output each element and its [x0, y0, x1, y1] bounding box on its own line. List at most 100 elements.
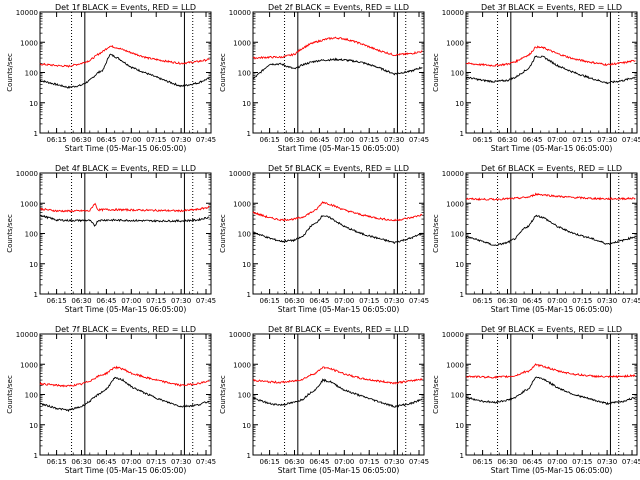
panel-det-3: Det 3f BLACK = Events, RED = LLD 1 10 100 10…: [432, 3, 640, 153]
xtick-label: 06:15: [473, 297, 493, 305]
xtick-label: 06:30: [497, 136, 517, 144]
panel-title: Det 9f BLACK = Events, RED = LLD: [481, 325, 622, 334]
xtick-label: 06:45: [309, 458, 329, 466]
ytick-label: 10000: [16, 170, 38, 178]
xtick-label: 07:30: [597, 136, 617, 144]
y-axis-label: Counts/sec: [219, 375, 227, 414]
ytick-label: 100: [451, 392, 464, 400]
ytick-label: 100: [451, 70, 464, 78]
xtick-label: 07:00: [547, 136, 567, 144]
xtick-label: 07:00: [121, 297, 141, 305]
xtick-label: 07:45: [622, 458, 640, 466]
ytick-label: 100: [451, 231, 464, 239]
xtick-label: 07:15: [572, 297, 592, 305]
series-line-lld: [39, 365, 210, 388]
series-line-events: [465, 376, 636, 406]
ytick-label: 1: [460, 291, 464, 299]
series-line-lld: [465, 45, 636, 67]
panel-det-1: Det 1f BLACK = Events, RED = LLD 1 10 100 10…: [6, 3, 216, 153]
xtick-label: 07:00: [334, 136, 354, 144]
ytick-label: 1: [460, 452, 464, 460]
series-line-lld: [465, 363, 636, 379]
xtick-label: 07:15: [572, 136, 592, 144]
panel-title: Det 4f BLACK = Events, RED = LLD: [55, 164, 196, 173]
xtick-label: 06:15: [473, 458, 493, 466]
plot-frame: [465, 333, 638, 456]
panel-title: Det 7f BLACK = Events, RED = LLD: [55, 325, 196, 334]
xtick-label: 07:45: [409, 297, 429, 305]
xtick-label: 07:00: [547, 458, 567, 466]
xtick-label: 06:30: [284, 136, 304, 144]
ytick-label: 1000: [446, 361, 464, 369]
xtick-label: 06:15: [47, 136, 67, 144]
xtick-label: 06:15: [473, 136, 493, 144]
xtick-label: 06:30: [71, 136, 91, 144]
xtick-label: 06:15: [260, 458, 280, 466]
xtick-label: 06:45: [309, 297, 329, 305]
plot-frame: [252, 172, 425, 295]
ytick-label: 1: [247, 291, 251, 299]
ytick-label: 1: [34, 130, 38, 138]
panel-title: Det 3f BLACK = Events, RED = LLD: [481, 3, 622, 12]
xtick-label: 07:45: [196, 297, 216, 305]
xtick-label: 06:30: [497, 458, 517, 466]
x-axis-label: Start Time (05-Mar-15 06:05:00): [491, 144, 613, 153]
plot-frame: [39, 333, 212, 456]
ytick-label: 1: [34, 291, 38, 299]
ytick-label: 1000: [446, 39, 464, 47]
xtick-label: 07:30: [597, 297, 617, 305]
ytick-label: 1000: [20, 361, 38, 369]
y-axis-label: Counts/sec: [432, 53, 440, 92]
y-axis-label: Counts/sec: [219, 53, 227, 92]
y-axis-label: Counts/sec: [432, 214, 440, 253]
xtick-label: 06:45: [522, 297, 542, 305]
series-line-lld: [465, 192, 636, 201]
series-line-lld: [252, 366, 423, 385]
xtick-label: 07:15: [146, 136, 166, 144]
xtick-label: 07:45: [622, 297, 640, 305]
plot-frame: [39, 172, 212, 295]
series-line-events: [252, 57, 423, 80]
xtick-label: 06:45: [96, 297, 116, 305]
panel-title: Det 1f BLACK = Events, RED = LLD: [55, 3, 196, 12]
panel-det-9: Det 9f BLACK = Events, RED = LLD 1 10 100 10…: [432, 325, 640, 475]
xtick-label: 07:30: [597, 458, 617, 466]
xtick-label: 06:15: [47, 458, 67, 466]
ytick-label: 10: [242, 100, 251, 108]
ytick-label: 10: [242, 261, 251, 269]
x-axis-label: Start Time (05-Mar-15 06:05:00): [491, 466, 613, 475]
xtick-label: 07:45: [196, 136, 216, 144]
ytick-label: 100: [25, 70, 38, 78]
series-line-lld: [252, 200, 423, 222]
series-line-events: [465, 214, 636, 247]
ytick-label: 1000: [20, 39, 38, 47]
panel-title: Det 6f BLACK = Events, RED = LLD: [481, 164, 622, 173]
xtick-label: 07:30: [384, 297, 404, 305]
series-line-events: [39, 214, 210, 227]
xtick-label: 06:45: [522, 136, 542, 144]
ytick-label: 1000: [20, 200, 38, 208]
panel-title: Det 5f BLACK = Events, RED = LLD: [268, 164, 409, 173]
ytick-label: 1000: [446, 200, 464, 208]
y-axis-label: Counts/sec: [6, 214, 14, 253]
panel-title: Det 8f BLACK = Events, RED = LLD: [268, 325, 409, 334]
x-axis-label: Start Time (05-Mar-15 06:05:00): [278, 144, 400, 153]
plot-frame: [39, 11, 212, 134]
ytick-label: 100: [238, 392, 251, 400]
xtick-label: 06:15: [260, 297, 280, 305]
xtick-label: 07:30: [171, 297, 191, 305]
ytick-label: 100: [25, 392, 38, 400]
panel-det-2: Det 2f BLACK = Events, RED = LLD 1 10 100 10…: [219, 3, 429, 153]
y-axis-label: Counts/sec: [432, 375, 440, 414]
panel-det-4: Det 4f BLACK = Events, RED = LLD 1 10 100 10…: [6, 164, 216, 314]
xtick-label: 06:30: [71, 297, 91, 305]
series-line-events: [252, 215, 423, 244]
series-line-lld: [252, 36, 423, 60]
xtick-label: 07:15: [146, 297, 166, 305]
xtick-label: 06:45: [309, 136, 329, 144]
ytick-label: 10: [29, 261, 38, 269]
xtick-label: 07:15: [572, 458, 592, 466]
ytick-label: 10: [455, 422, 464, 430]
plot-frame: [465, 172, 638, 295]
